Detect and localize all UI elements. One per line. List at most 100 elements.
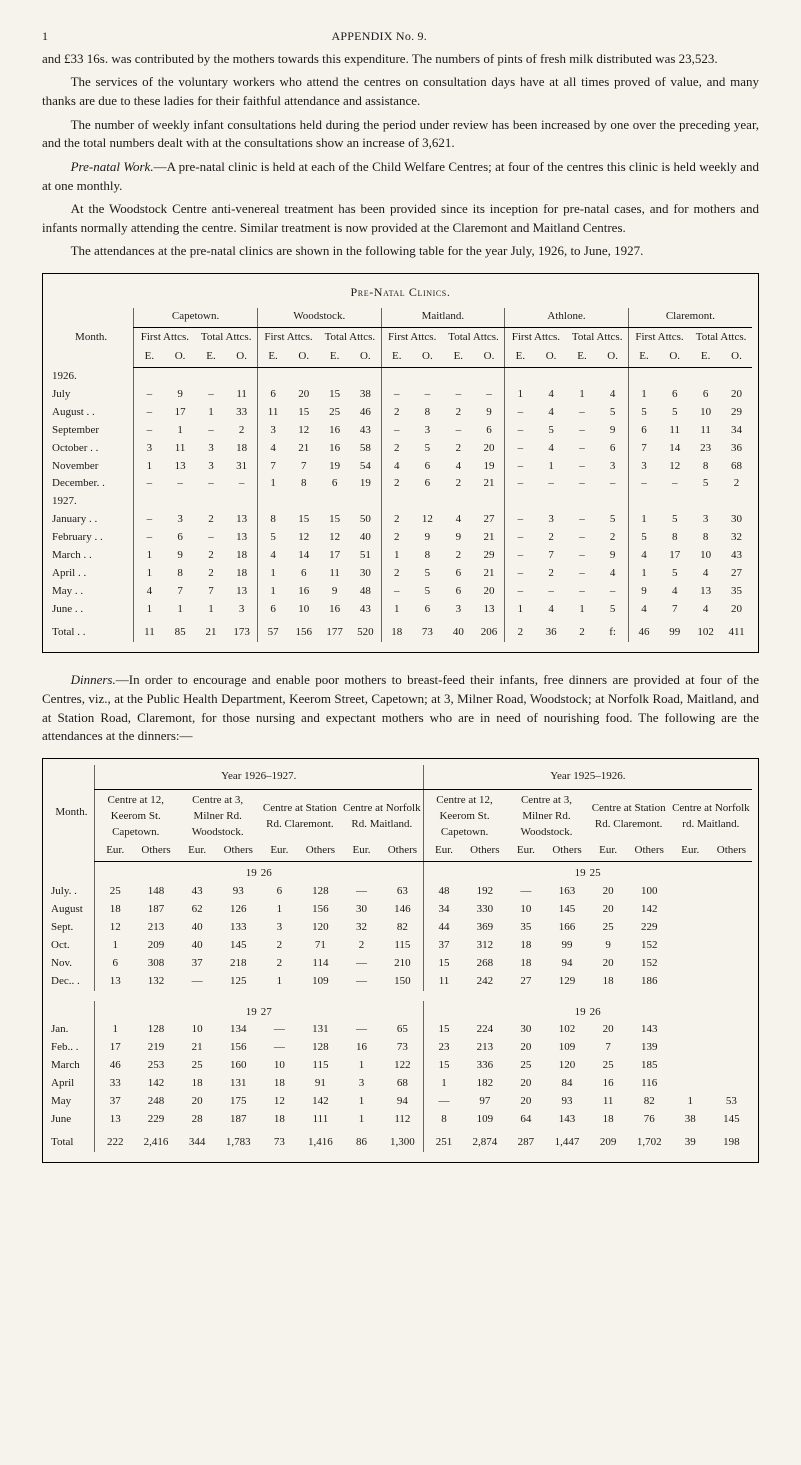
- cell: [690, 368, 721, 386]
- eo-o: O.: [226, 348, 257, 367]
- cell: [711, 919, 752, 937]
- cell: 21: [196, 619, 227, 642]
- cell: 116: [629, 1075, 670, 1093]
- cell: 2: [536, 529, 567, 547]
- cell: 1: [423, 1075, 464, 1093]
- cell: 19: [474, 458, 505, 476]
- cell: 10: [505, 901, 546, 919]
- cell: 1: [259, 901, 300, 919]
- sub-total: Total Attcs.: [196, 328, 258, 348]
- cell: 68: [382, 1075, 423, 1093]
- cell: 85: [165, 619, 196, 642]
- centre: Centre at Station Rd. Claremont.: [588, 790, 670, 842]
- cell: 2: [196, 511, 227, 529]
- cell: 2: [505, 619, 536, 642]
- cell: 143: [629, 1021, 670, 1039]
- cell: 4: [628, 601, 659, 619]
- cell: [670, 1057, 711, 1075]
- cell: 86: [341, 1129, 382, 1152]
- centre: Centre at Norfolk rd. Maitland.: [670, 790, 752, 842]
- cell: 18: [259, 1075, 300, 1093]
- cell: 1,702: [629, 1129, 670, 1152]
- cell: 182: [464, 1075, 505, 1093]
- cell: [381, 368, 412, 386]
- cell: 9: [597, 422, 628, 440]
- cell: 27: [505, 973, 546, 991]
- eo-o: O.: [597, 348, 628, 367]
- month-cell: August: [49, 901, 94, 919]
- cell: 4: [536, 404, 567, 422]
- month-cell: Total . .: [49, 619, 134, 642]
- cell: [134, 493, 165, 511]
- cell: [711, 861, 752, 882]
- cell: 308: [136, 955, 177, 973]
- cell: 53: [711, 1093, 752, 1111]
- cell: 242: [464, 973, 505, 991]
- cell: —: [423, 1093, 464, 1111]
- cell: 3: [597, 458, 628, 476]
- cell: 133: [218, 919, 259, 937]
- cell: –: [381, 422, 412, 440]
- cell: 20: [474, 583, 505, 601]
- cell: 6: [319, 475, 350, 493]
- eo-o: O.: [474, 348, 505, 367]
- cell: –: [443, 386, 474, 404]
- cell: [443, 368, 474, 386]
- cell: 5: [597, 511, 628, 529]
- cell: [711, 937, 752, 955]
- cell: 20: [288, 386, 319, 404]
- cell: 9: [588, 937, 629, 955]
- cell: 4: [257, 440, 288, 458]
- cell: 57: [257, 619, 288, 642]
- cell: 20: [505, 1039, 546, 1057]
- prenatal-subhead-row: First Attcs. Total Attcs. First Attcs. T…: [49, 328, 752, 348]
- cell: 23: [690, 440, 721, 458]
- cell: 166: [546, 919, 587, 937]
- cell: [288, 368, 319, 386]
- month-cell: July. .: [49, 883, 94, 901]
- cell: 20: [588, 883, 629, 901]
- cell: 26: [588, 1001, 629, 1022]
- cell: 2: [381, 440, 412, 458]
- cell: 2: [381, 565, 412, 583]
- cell: 43: [350, 422, 381, 440]
- cell: –: [567, 422, 598, 440]
- cell: [165, 368, 196, 386]
- cell: 7: [659, 601, 690, 619]
- table-row: May372482017512142194—9720931182153: [49, 1093, 752, 1111]
- cell: 20: [505, 1093, 546, 1111]
- cell: 128: [300, 1039, 341, 1057]
- cell: [536, 368, 567, 386]
- table-row: March . .19218414175118229–7–94171043: [49, 547, 752, 565]
- cell: 152: [629, 937, 670, 955]
- year-1926-27: Year 1926–1927.: [94, 765, 423, 789]
- cell: 91: [300, 1075, 341, 1093]
- cell: [94, 1001, 135, 1022]
- cell: [721, 493, 752, 511]
- para-4: Pre-natal Work.—A pre-natal clinic is he…: [42, 158, 759, 196]
- cell: 8: [659, 529, 690, 547]
- cell: 21: [474, 529, 505, 547]
- cell: 18: [177, 1075, 218, 1093]
- cell: [423, 861, 464, 882]
- cell: [319, 368, 350, 386]
- cell: [136, 861, 177, 882]
- table-row: Oct.12094014527121153731218999152: [49, 937, 752, 955]
- cell: 1: [628, 511, 659, 529]
- cell: [628, 493, 659, 511]
- cell: 1: [257, 475, 288, 493]
- para-7: Dinners.—In order to encourage and enabl…: [42, 671, 759, 746]
- cell: 5: [628, 404, 659, 422]
- cell: [257, 493, 288, 511]
- cell: 13: [94, 1111, 135, 1129]
- cell: 40: [177, 919, 218, 937]
- cell: [670, 919, 711, 937]
- cell: 5: [412, 583, 443, 601]
- cell: 8: [257, 511, 288, 529]
- cell: 146: [382, 901, 423, 919]
- eo-e: E.: [690, 348, 721, 367]
- cell: 177: [319, 619, 350, 642]
- eo-o: O.: [536, 348, 567, 367]
- sub-first: First Attcs.: [505, 328, 567, 348]
- cell: 48: [350, 583, 381, 601]
